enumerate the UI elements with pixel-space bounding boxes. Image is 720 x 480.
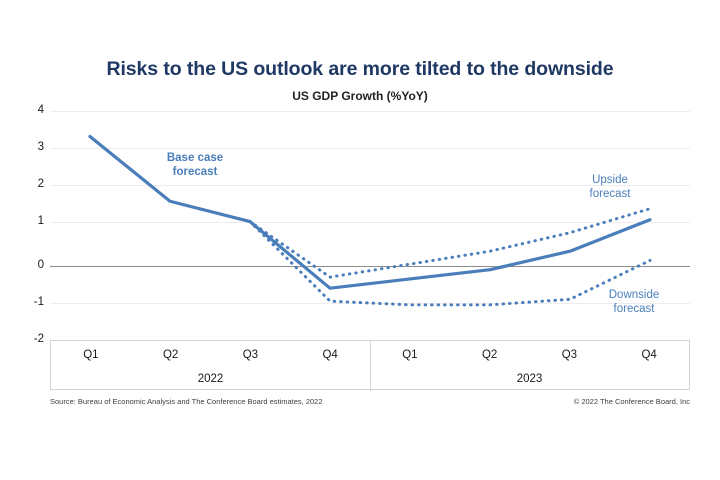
source-note: Source: Bureau of Economic Analysis and … [50, 397, 323, 406]
annotation-base-case-line2: forecast [172, 165, 218, 178]
x-axis-quarter-row: Q1 Q2 Q3 Q4 Q1 Q2 Q3 Q4 [51, 341, 689, 368]
copyright-note: © 2022 The Conference Board, Inc [573, 397, 690, 406]
annotation-base-case-line1: Base case [166, 152, 224, 164]
x-tick-q4-2022: Q4 [322, 348, 338, 361]
x-group-label-2022: 2022 [197, 373, 224, 385]
x-tick-q2-2023: Q2 [481, 348, 498, 361]
y-tick-label-3: 3 [37, 141, 44, 153]
annotation-upside: Upside forecast [575, 174, 645, 201]
annotation-upside-line2: forecast [589, 187, 631, 200]
annotation-downside: Downside forecast [592, 289, 676, 316]
x-axis-table: Q1 Q2 Q3 Q4 Q1 Q2 Q3 Q4 2022 2023 [50, 340, 690, 391]
annotation-base-case: Base case forecast [145, 152, 245, 179]
x-axis-year-row: 2022 2023 [51, 368, 689, 390]
y-tick-label-0: 0 [37, 259, 44, 271]
y-tick-label-4: 4 [37, 104, 44, 116]
y-tick-label-1: 1 [37, 215, 44, 227]
x-axis-group-divider [370, 341, 371, 391]
x-group-label-2023: 2023 [516, 373, 543, 385]
chart-subtitle: US GDP Growth (%YoY) [292, 89, 428, 103]
gridline-4 [50, 111, 690, 112]
annotation-upside-line1: Upside [592, 174, 628, 186]
gridline-1 [50, 222, 690, 223]
x-tick-q2-2022: Q2 [162, 348, 179, 361]
y-tick-label-2: 2 [37, 178, 44, 190]
gridline-3 [50, 148, 690, 149]
x-tick-q1-2022: Q1 [83, 348, 99, 361]
x-tick-q3-2022: Q3 [242, 348, 259, 361]
x-tick-q1-2023: Q1 [402, 348, 418, 361]
x-tick-q3-2023: Q3 [561, 348, 578, 361]
y-tick-label-minus2: -2 [33, 333, 44, 345]
x-tick-q4-2023: Q4 [641, 348, 657, 361]
annotation-downside-line1: Downside [608, 289, 660, 301]
gridline-0 [50, 266, 690, 267]
annotation-downside-line2: forecast [613, 302, 655, 315]
chart-title: Risks to the US outlook are more tilted … [106, 58, 614, 80]
y-tick-label-minus1: -1 [33, 296, 44, 308]
